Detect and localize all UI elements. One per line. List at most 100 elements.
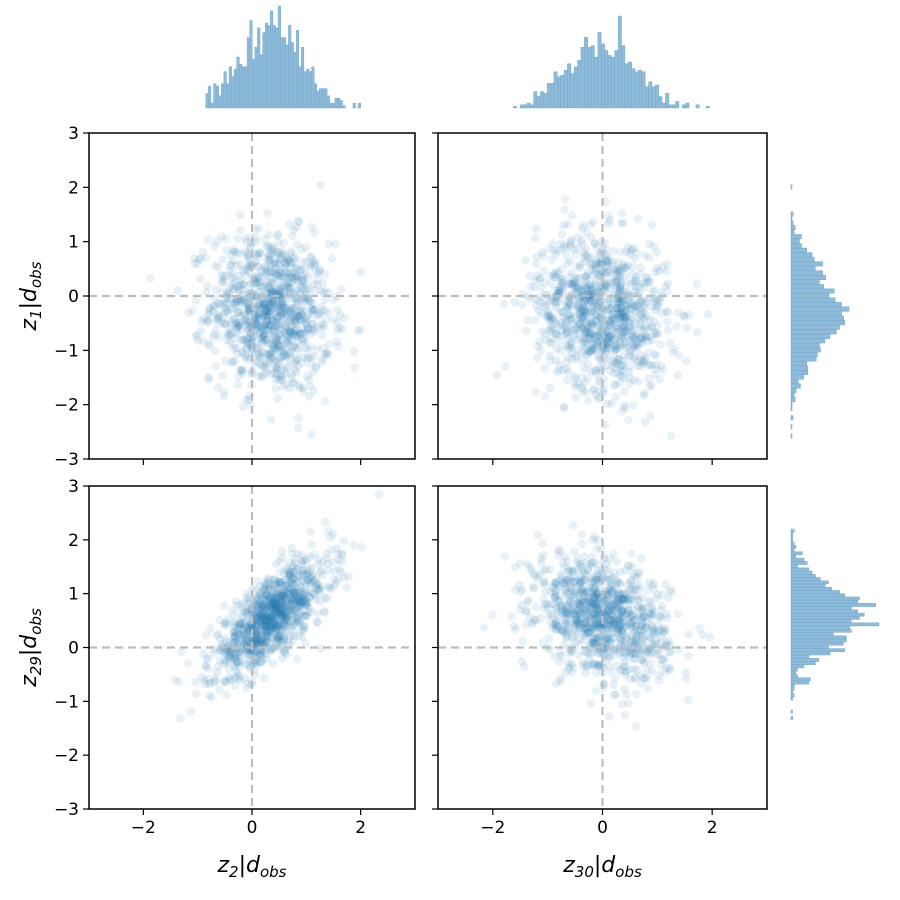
scatter-point <box>287 373 297 383</box>
scatter-point <box>657 601 667 611</box>
scatter-point <box>277 547 287 556</box>
scatter-point <box>602 345 612 354</box>
scatter-point <box>265 267 275 277</box>
scatter-point <box>225 305 235 315</box>
scatter-point <box>244 303 253 312</box>
hist-bar <box>790 311 842 317</box>
scatter-point <box>191 296 201 306</box>
scatter-point <box>584 595 593 604</box>
scatter-point <box>275 375 285 384</box>
hist-bar <box>577 60 582 109</box>
scatter-point <box>244 395 253 404</box>
scatter-point <box>589 239 599 248</box>
hist-bar <box>244 66 248 109</box>
scatter-point <box>234 271 244 281</box>
scatter-point <box>306 253 315 263</box>
scatter-point <box>285 258 295 268</box>
scatter-point <box>580 606 590 615</box>
scatter-point <box>591 340 600 350</box>
scatter-point <box>292 325 302 335</box>
scatter-point <box>226 260 236 270</box>
scatter-point <box>214 262 223 272</box>
scatter-point <box>215 332 224 342</box>
scatter-point <box>695 624 704 633</box>
scatter-point <box>283 332 293 342</box>
scatter-point <box>272 338 282 347</box>
scatter-point <box>276 371 286 381</box>
scatter-point <box>266 241 275 251</box>
scatter-point <box>557 601 566 610</box>
scatter-point <box>231 318 240 328</box>
scatter-point <box>210 330 219 339</box>
scatter-point <box>257 360 267 370</box>
scatter-point <box>241 319 250 329</box>
scatter-point <box>318 331 327 340</box>
scatter-point <box>253 262 263 271</box>
scatter-point <box>604 266 614 276</box>
scatter-point <box>220 303 230 313</box>
scatter-point <box>618 209 627 218</box>
scatter-point <box>606 317 615 327</box>
scatter-point <box>254 372 264 382</box>
scatter-point <box>259 348 269 357</box>
scatter-point <box>613 324 622 334</box>
scatter-point <box>627 549 636 559</box>
scatter-point <box>317 358 327 367</box>
hist-bar <box>790 567 810 572</box>
scatter-point <box>281 344 290 354</box>
scatter-point <box>317 319 326 328</box>
scatter-point <box>291 332 301 341</box>
scatter-point <box>639 612 648 621</box>
scatter-point <box>603 590 613 599</box>
scatter-point <box>308 319 318 329</box>
scatter-point <box>349 540 359 550</box>
scatter-point <box>308 368 318 377</box>
scatter-point <box>322 549 332 558</box>
scatter-point <box>260 235 270 244</box>
scatter-point <box>562 315 571 324</box>
scatter-point <box>310 328 319 337</box>
scatter-point <box>256 360 265 370</box>
scatter-point <box>280 349 289 359</box>
scatter-point <box>611 380 620 390</box>
scatter-point <box>247 347 256 357</box>
scatter-point <box>531 224 541 234</box>
scatter-point <box>357 542 366 552</box>
hist-bar <box>658 96 663 109</box>
scatter-point <box>281 321 290 330</box>
hist-bar <box>631 68 636 109</box>
scatter-point <box>292 331 302 341</box>
scatter-point <box>270 327 280 336</box>
scatter-point <box>284 277 294 287</box>
scatter-point <box>284 341 294 350</box>
scatter-point <box>290 341 300 351</box>
scatter-point <box>244 307 253 317</box>
hist-bar <box>790 664 805 669</box>
scatter-point <box>304 353 313 363</box>
scatter-point <box>320 286 330 296</box>
x-tick-label: 2 <box>707 818 718 838</box>
scatter-point <box>304 296 313 305</box>
scatter-point <box>307 430 317 439</box>
scatter-point <box>306 260 315 270</box>
scatter-point <box>223 335 232 344</box>
scatter-point <box>578 224 587 233</box>
hist-bar <box>597 32 602 109</box>
scatter-point <box>240 310 250 320</box>
scatter-point <box>339 536 349 546</box>
scatter-point <box>193 336 203 345</box>
scatter-point <box>619 360 628 370</box>
scatter-points <box>146 181 366 439</box>
scatter-point <box>275 340 284 349</box>
scatter-point <box>304 284 314 294</box>
scatter-point <box>268 353 277 363</box>
scatter-point <box>269 315 278 325</box>
hist-bar <box>790 229 795 235</box>
y-tick-label: 1 <box>68 233 79 253</box>
x-tick-label: 0 <box>597 818 608 838</box>
scatter-point <box>262 254 272 264</box>
hist-bar <box>270 10 274 109</box>
scatter-point <box>257 334 267 344</box>
scatter-point <box>277 344 287 354</box>
scatter-point <box>570 603 579 613</box>
